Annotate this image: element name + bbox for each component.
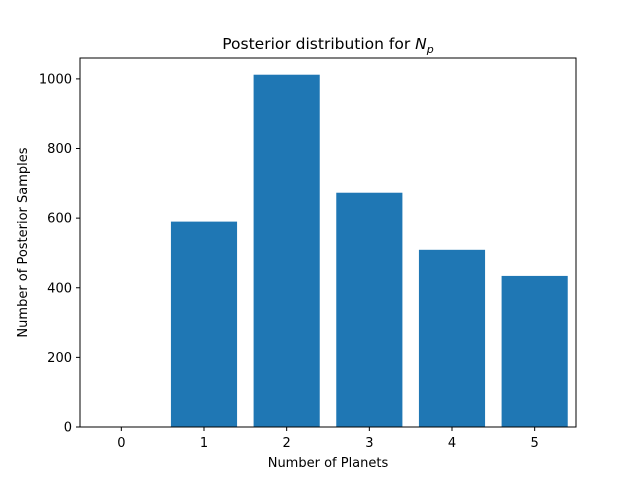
x-tick-label: 2 <box>283 436 291 451</box>
chart-title-math-base: N <box>415 35 427 53</box>
bar-5 <box>501 275 568 427</box>
x-axis-ticks: 0 1 2 3 4 5 <box>117 427 539 451</box>
y-tick-label: 600 <box>47 212 72 227</box>
y-tick-label: 1000 <box>39 72 72 87</box>
chart-title-text: Posterior distribution for <box>222 35 415 53</box>
bars-layer <box>170 74 568 427</box>
y-tick-label: 800 <box>47 142 72 157</box>
bar-2 <box>253 74 320 427</box>
y-axis-ticks: 0 200 400 600 800 1000 <box>39 72 80 436</box>
x-tick-label: 5 <box>531 436 539 451</box>
x-axis-label: Number of Planets <box>268 456 389 471</box>
x-tick-label: 0 <box>117 436 125 451</box>
bar-3 <box>336 192 403 427</box>
x-tick-label: 3 <box>365 436 373 451</box>
x-tick-label: 4 <box>448 436 456 451</box>
y-tick-label: 0 <box>64 421 72 436</box>
chart-title: Posterior distribution for Np <box>222 35 434 56</box>
bar-4 <box>418 249 486 427</box>
chart-title-math-sub: p <box>426 43 434 56</box>
y-axis-label: Number of Posterior Samples <box>16 147 31 337</box>
x-tick-label: 1 <box>200 436 208 451</box>
plot-frame <box>79 57 577 428</box>
bar-1 <box>170 221 238 427</box>
y-tick-label: 400 <box>47 281 72 296</box>
y-tick-label: 200 <box>47 351 72 366</box>
